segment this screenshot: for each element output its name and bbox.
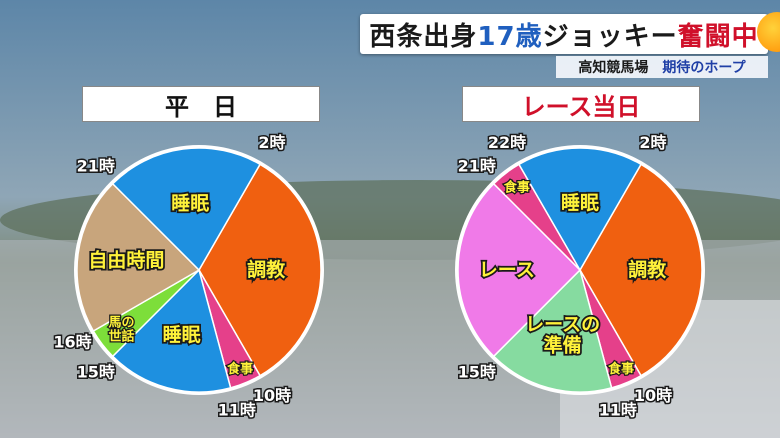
pie-0-slice-label-5: 睡眠 bbox=[171, 192, 209, 214]
pie-0-hour-label-4: 16時 bbox=[53, 333, 91, 352]
pie-1-slice-label-2: レースの準備 bbox=[525, 313, 600, 356]
pie-1-slice-label-4: 食事 bbox=[504, 179, 530, 195]
pie-1-hour-label-1: 10時 bbox=[634, 386, 672, 405]
pie-0-hour-label-3: 15時 bbox=[77, 363, 115, 382]
raceday-label: レース当日 bbox=[462, 86, 700, 122]
pie-0-slice-label-1: 食事 bbox=[227, 361, 253, 377]
station-logo bbox=[757, 12, 780, 52]
pie-0-slice-label-2: 睡眠 bbox=[163, 323, 201, 345]
pie-0-slice-label-3: 馬の世話 bbox=[109, 315, 135, 344]
pie-1-slice-label-0: 調教 bbox=[628, 258, 667, 281]
sub-caption-hope: 期待のホープ bbox=[662, 60, 746, 76]
sub-caption: 高知競馬場 期待のホープ bbox=[556, 56, 768, 78]
weekday-label: 平 日 bbox=[82, 86, 320, 122]
pie-1-slice-label-5: 睡眠 bbox=[561, 191, 599, 213]
headline-caption: 西条出身 17歳 ジョッキー 奮闘中 bbox=[360, 14, 768, 54]
pie-0-slice-2 bbox=[111, 268, 232, 393]
pie-0-hour-label-0: 2時 bbox=[258, 133, 285, 152]
pie-1-slice-2 bbox=[492, 268, 613, 393]
caption-struggle: 奮闘中 bbox=[677, 21, 759, 52]
caption-jockey: ジョッキー bbox=[542, 21, 678, 52]
pie-0-slice-label-4: 自由時間 bbox=[88, 248, 164, 271]
pie-0-hour-label-5: 21時 bbox=[77, 156, 115, 175]
pie-0-slice-4 bbox=[76, 182, 201, 333]
pie-1-slice-5 bbox=[517, 147, 643, 272]
pie-1-slice-3 bbox=[457, 182, 582, 358]
pie-1-slice-label-3: レース bbox=[479, 259, 535, 281]
pie-1-hour-label-0: 2時 bbox=[639, 133, 666, 152]
pie-1-hour-label-4: 21時 bbox=[458, 156, 496, 175]
caption-origin: 西条出身 bbox=[369, 21, 478, 52]
pie-1-slice-label-1: 食事 bbox=[608, 361, 634, 377]
pie-0-hour-label-1: 10時 bbox=[253, 386, 291, 405]
pie-0-slice-5 bbox=[111, 147, 262, 272]
sub-caption-venue: 高知競馬場 bbox=[578, 60, 649, 76]
pie-0-hour-label-2: 11時 bbox=[218, 401, 256, 420]
pie-1-hour-label-5: 22時 bbox=[488, 133, 526, 152]
pie-1-hour-label-2: 11時 bbox=[599, 401, 637, 420]
pie-1-hour-label-3: 15時 bbox=[458, 363, 496, 382]
pie-0-slice-label-0: 調教 bbox=[247, 258, 286, 281]
caption-age: 17歳 bbox=[477, 21, 543, 52]
